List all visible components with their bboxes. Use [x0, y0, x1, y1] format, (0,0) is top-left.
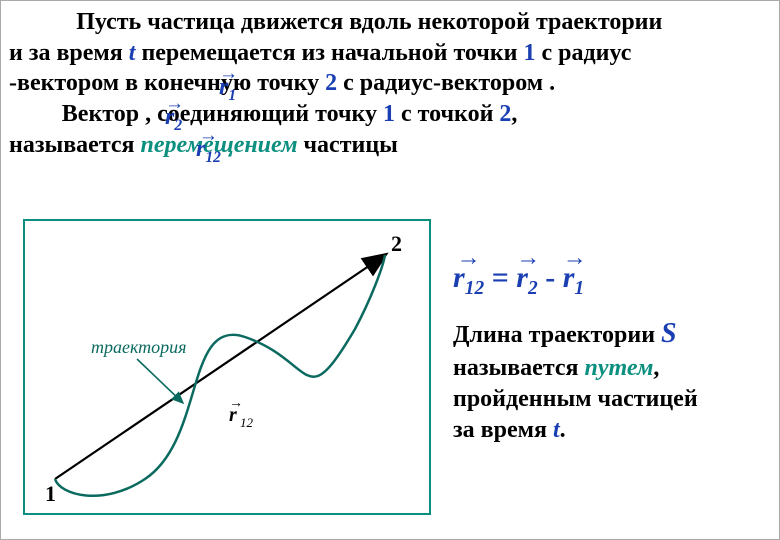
text: -вектором в конечную точку — [9, 70, 325, 96]
trajectory-svg: траектория 1 2 → r 12 — [25, 221, 429, 513]
page-root: Пусть частица движется вдоль некоторой т… — [0, 0, 780, 540]
text: за время — [453, 417, 553, 443]
text: Длина траектории — [453, 322, 661, 348]
eq-equals: = — [484, 261, 516, 294]
point-2b: 2 — [499, 101, 511, 127]
displacement-equation: →r12 = →r2 - →r1 — [453, 257, 773, 302]
path-description: Длина траектории S называется путем, про… — [453, 316, 773, 446]
eq-minus: - — [538, 261, 563, 294]
trajectory-leader — [137, 359, 183, 403]
text: Пусть частица движется вдоль некоторой т… — [76, 9, 662, 35]
point-1: 1 — [524, 40, 536, 66]
right-block: →r12 = →r2 - →r1 Длина траектории S назы… — [453, 257, 773, 446]
eq-r12: →r12 — [453, 257, 484, 302]
figure-point-1: 1 — [45, 481, 56, 506]
figure-r12-label: r — [229, 404, 237, 426]
text: пройденным частицей — [453, 386, 698, 412]
text: с радиус — [536, 40, 632, 66]
point-2: 2 — [325, 70, 337, 96]
eq-r2: →r2 — [516, 257, 537, 302]
text: и за время — [9, 40, 129, 66]
paragraph: Пусть частица движется вдоль некоторой т… — [9, 7, 771, 161]
figure-r12-sub: 12 — [240, 415, 254, 430]
text: частицы — [298, 132, 398, 158]
trajectory-label: траектория — [91, 337, 187, 357]
var-t2: t — [553, 417, 560, 443]
text: . — [560, 417, 566, 443]
figure-point-2: 2 — [391, 231, 402, 256]
text: с радиус-вектором . — [337, 70, 555, 96]
text: с точкой — [395, 101, 499, 127]
term-displacement: перемещением — [141, 132, 298, 158]
text: , — [511, 101, 517, 127]
text: называется — [9, 132, 141, 158]
trajectory-curve — [55, 255, 385, 496]
var-S: S — [661, 318, 677, 349]
text: Вектор , соединяющий точку — [62, 101, 383, 127]
text: перемещается из начальной точки — [135, 40, 523, 66]
text: , — [653, 355, 659, 381]
trajectory-figure: траектория 1 2 → r 12 — [23, 219, 431, 515]
text: называется — [453, 355, 585, 381]
eq-r1: →r1 — [563, 257, 584, 302]
point-1b: 1 — [383, 101, 395, 127]
term-path: путем — [585, 355, 654, 381]
displacement-vector — [55, 255, 385, 479]
